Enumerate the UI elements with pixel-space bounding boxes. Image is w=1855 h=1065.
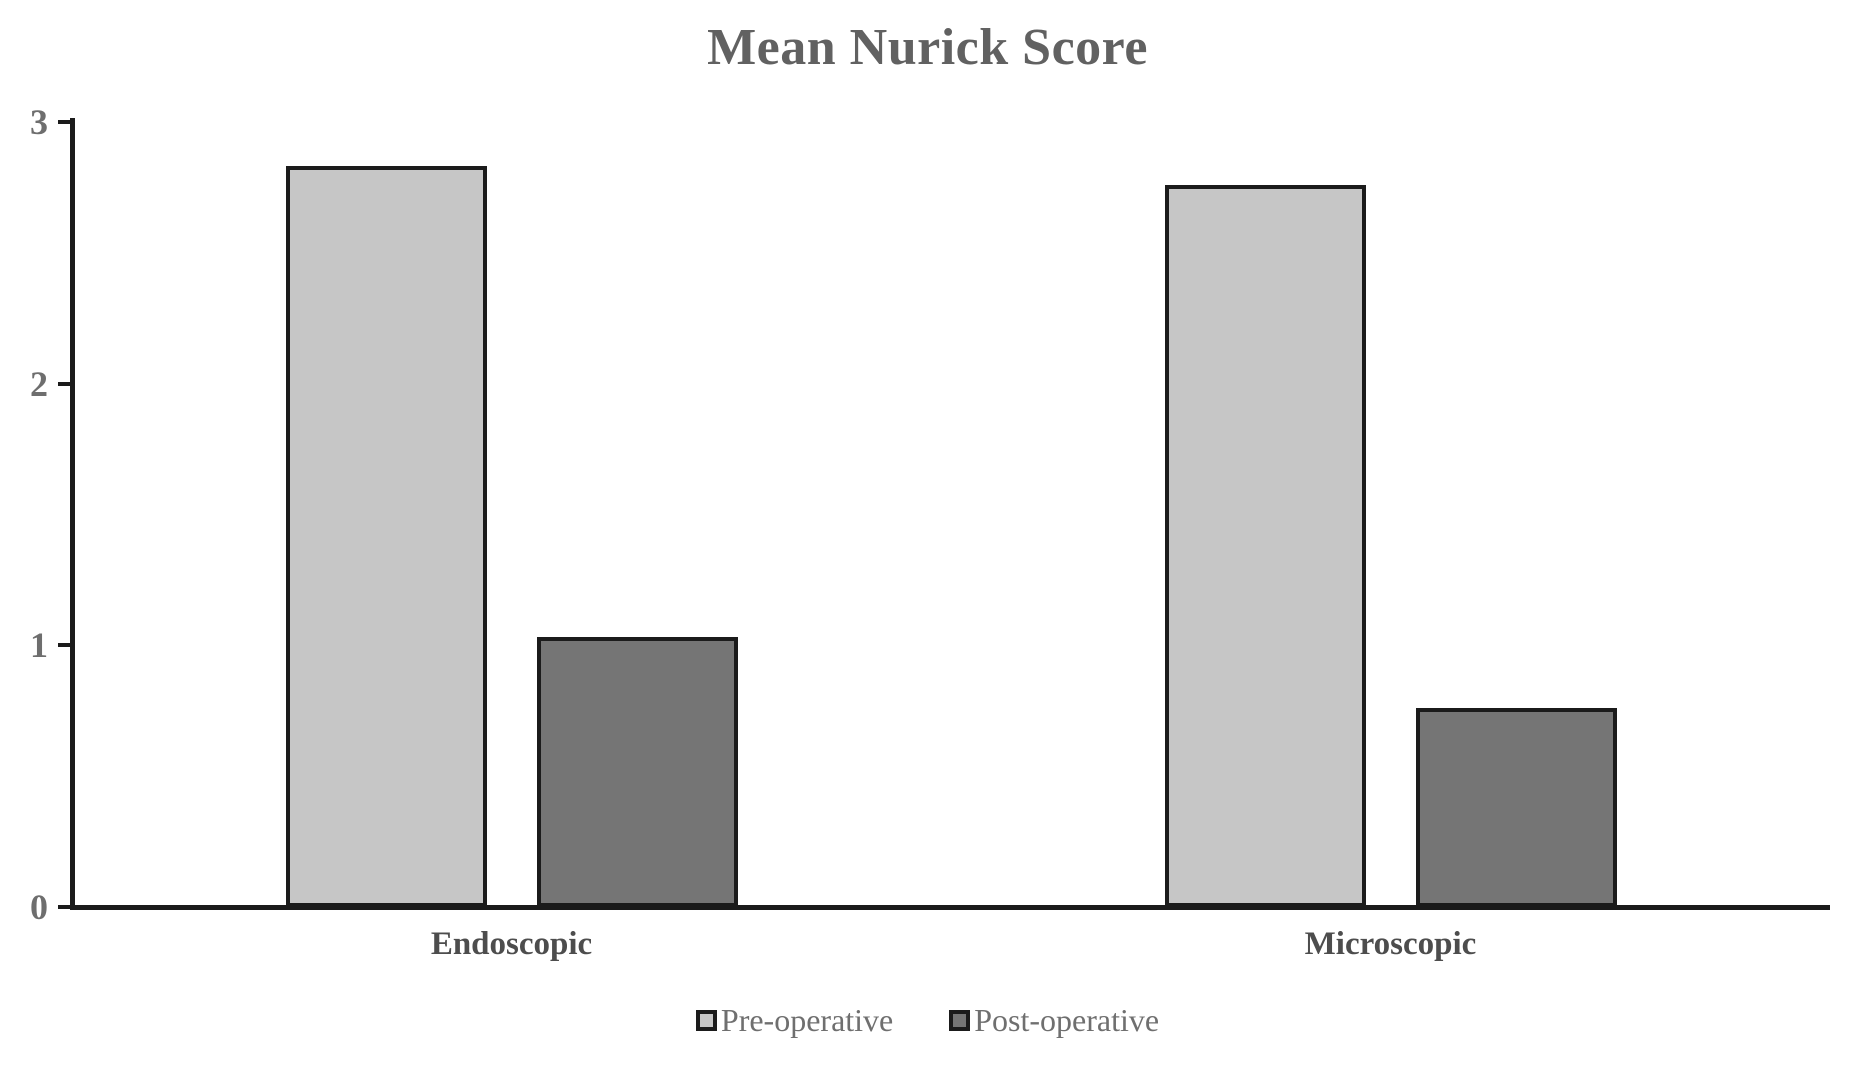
chart-title: Mean Nurick Score [707,19,1148,76]
legend: Pre-operative Post-operative [0,1000,1855,1040]
legend-label: Pre-operative [720,1002,894,1038]
legend-item-post-operative: Post-operative [949,1000,1159,1040]
legend-label: Post-operative [974,1002,1160,1038]
category-label-microscopic: Microscopic [1304,926,1477,962]
legend-swatch-icon [695,1009,717,1031]
bar-endoscopic-post-operative [536,637,738,907]
y-axis-line [70,118,75,910]
y-tick-mark-1 [58,643,72,648]
bar-microscopic-pre-operative [1164,184,1366,907]
y-tick-mark-2 [58,381,72,386]
x-axis-line [70,905,1830,910]
y-tick-label-1: 1 [30,625,48,666]
y-tick-mark-3 [58,120,72,124]
y-tick-label-0: 0 [30,887,48,927]
bar-microscopic-post-operative [1415,708,1617,907]
y-tick-mark-0 [58,905,72,909]
bar-endoscopic-pre-operative [285,166,487,907]
y-tick-label-3: 3 [30,102,48,142]
y-tick-label-2: 2 [30,363,48,404]
category-label-endoscopic: Endoscopic [430,926,593,962]
legend-swatch-icon [949,1009,971,1031]
legend-item-pre-operative: Pre-operative [695,1000,894,1040]
